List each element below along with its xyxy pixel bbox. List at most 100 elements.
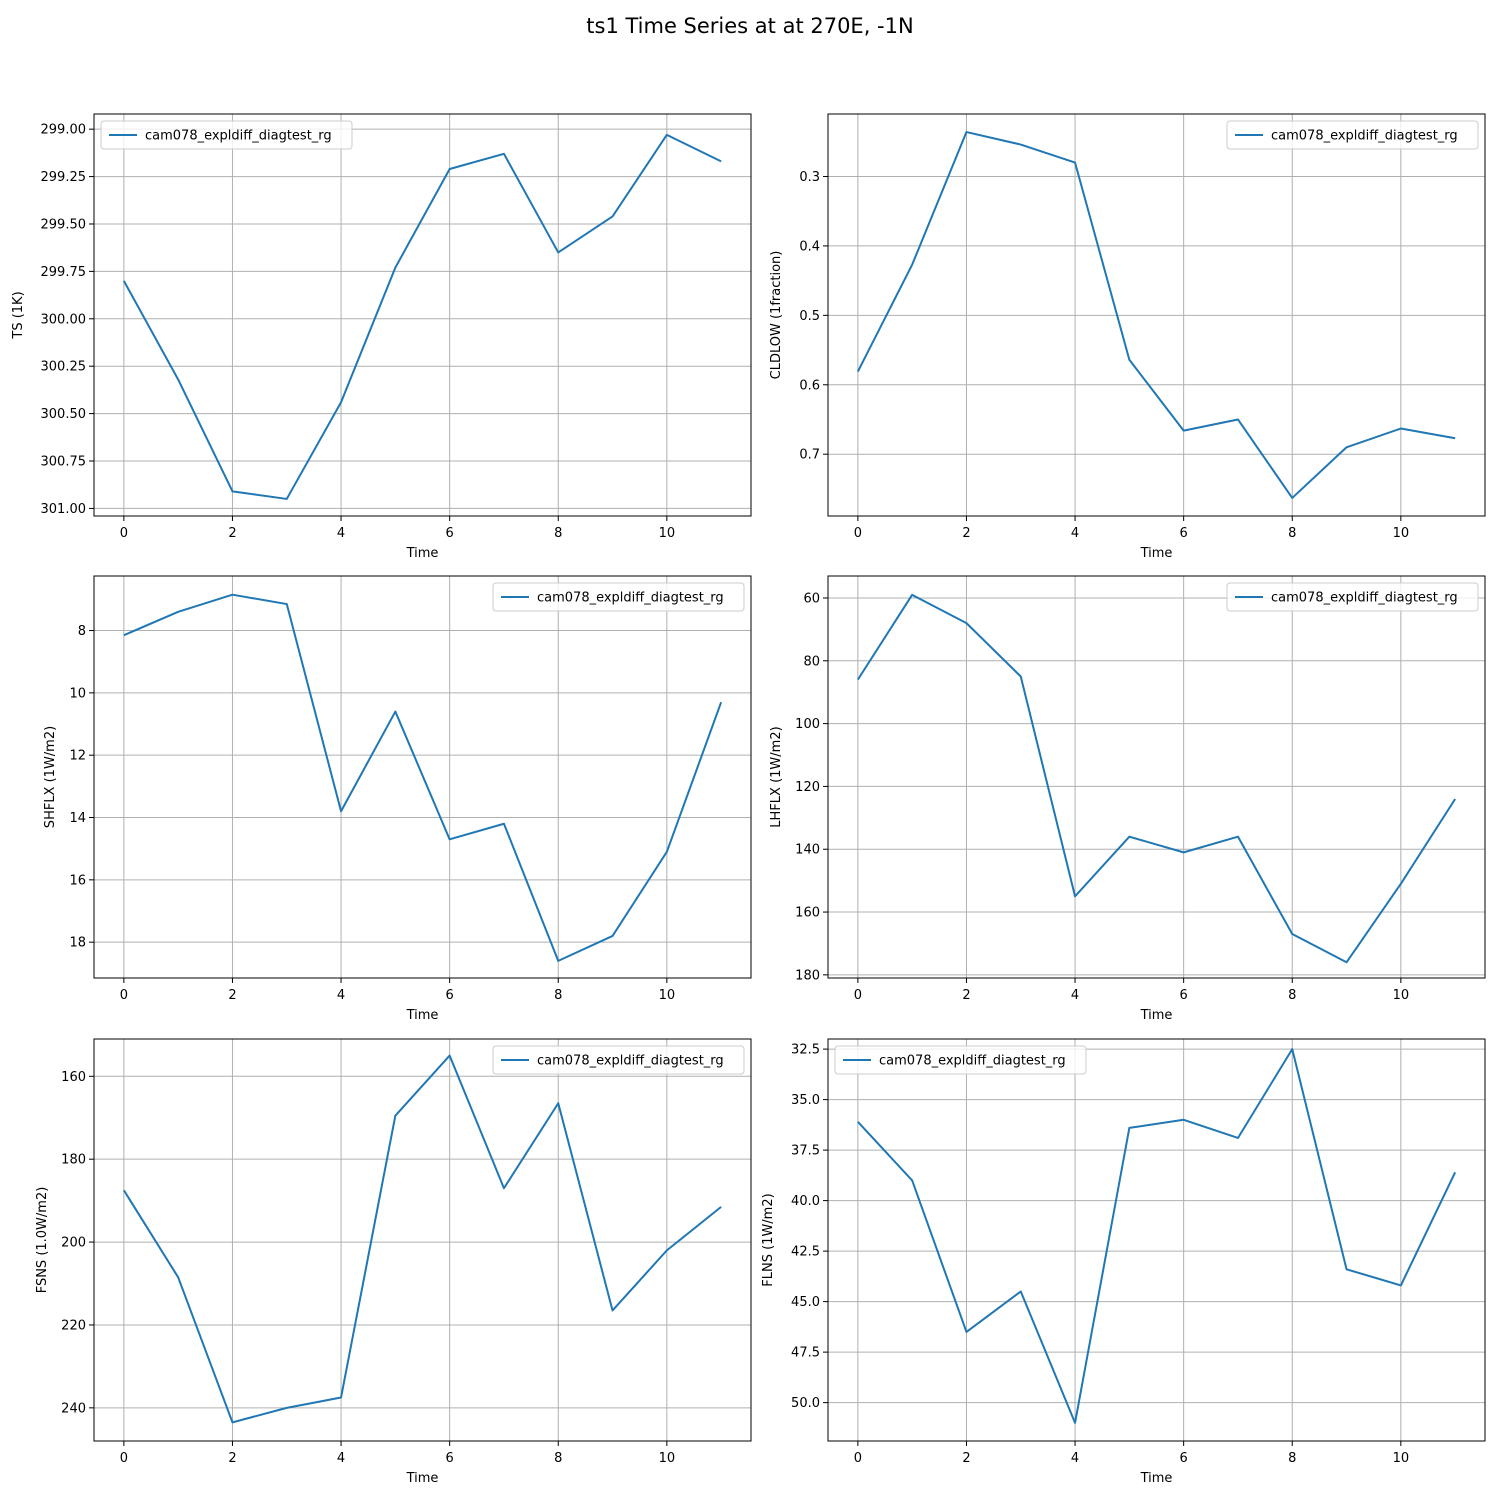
- axes-frame: [827, 575, 1486, 979]
- axes-frame: [93, 113, 752, 517]
- y-tick-label: 300.75: [41, 455, 87, 470]
- x-axis-label: Time: [406, 1008, 439, 1023]
- y-tick-label: 160: [61, 1070, 86, 1085]
- legend: cam078_expldiff_diagtest_rg: [492, 582, 745, 612]
- x-tick-label: 2: [228, 988, 236, 1003]
- x-tick-label: 10: [659, 1451, 676, 1466]
- x-tick-label: 0: [854, 526, 862, 541]
- y-tick-label: 180: [61, 1153, 86, 1168]
- y-tick-label: 0.3: [799, 170, 820, 185]
- legend-box: [492, 1045, 745, 1075]
- x-tick-label: 4: [337, 1451, 345, 1466]
- plot-area: [828, 576, 1485, 978]
- x-tick-label: 10: [659, 988, 676, 1003]
- subplot-3: 0 2 4 6 8 10 8 10 12 14 16 18 Time SHFLX (1W/m2) cam07…: [43, 575, 752, 1023]
- y-tick-label: 0.7: [799, 448, 820, 463]
- y-tick-label: 18: [69, 936, 86, 951]
- x-tick-label: 2: [962, 988, 970, 1003]
- x-tick-label: 2: [228, 526, 236, 541]
- subplot-5: 0 2 4 6 8 10 160 180 200 220 240 Time FSNS (1.0W/m2)…: [35, 1038, 752, 1486]
- x-tick-label: 2: [228, 1451, 236, 1466]
- plot-area: [828, 1039, 1485, 1441]
- legend: cam078_expldiff_diagtest_rg: [100, 120, 353, 150]
- legend: cam078_expldiff_diagtest_rg: [834, 1045, 1087, 1075]
- legend-box: [1226, 582, 1479, 612]
- series-line: [123, 593, 723, 962]
- y-axis-label: LHFLX (1W/m2): [769, 726, 784, 827]
- figure-title: ts1 Time Series at at 270E, -1N: [586, 14, 914, 38]
- legend-box: [1226, 120, 1479, 150]
- x-tick-label: 8: [554, 988, 562, 1003]
- legend: cam078_expldiff_diagtest_rg: [492, 1045, 745, 1075]
- legend-box: [100, 120, 353, 150]
- x-tick-label: 6: [446, 1451, 454, 1466]
- x-axis-label: Time: [1140, 546, 1173, 561]
- y-tick-label: 300.25: [41, 360, 87, 375]
- x-tick-label: 10: [659, 526, 676, 541]
- series-line: [857, 1048, 1457, 1424]
- legend-label: cam078_expldiff_diagtest_rg: [537, 1054, 724, 1069]
- x-tick-label: 10: [1393, 526, 1410, 541]
- x-tick-label: 8: [1288, 526, 1296, 541]
- legend: cam078_expldiff_diagtest_rg: [1226, 120, 1479, 150]
- x-tick-label: 4: [1071, 988, 1079, 1003]
- legend-label: cam078_expldiff_diagtest_rg: [879, 1054, 1066, 1069]
- y-tick-label: 180: [795, 968, 820, 983]
- y-tick-label: 0.4: [799, 239, 820, 254]
- y-tick-label: 16: [69, 873, 86, 888]
- axes-frame: [93, 575, 752, 979]
- x-tick-label: 6: [1180, 988, 1188, 1003]
- x-tick-label: 4: [1071, 1451, 1079, 1466]
- y-tick-label: 120: [795, 780, 820, 795]
- series-line: [857, 593, 1456, 964]
- x-tick-label: 0: [120, 526, 128, 541]
- x-tick-label: 8: [554, 526, 562, 541]
- y-axis-label: FSNS (1.0W/m2): [35, 1187, 50, 1294]
- y-tick-label: 80: [803, 654, 820, 669]
- x-tick-label: 10: [1393, 988, 1410, 1003]
- y-tick-label: 160: [795, 906, 820, 921]
- y-tick-label: 299.00: [41, 123, 87, 138]
- subplot-1: 0 2 4 6 8 10 299.00 299.25 299.50 299.75 300.00 300…: [11, 113, 752, 561]
- x-tick-label: 6: [1180, 1451, 1188, 1466]
- x-tick-label: 6: [446, 526, 454, 541]
- legend-box: [834, 1045, 1087, 1075]
- y-tick-label: 299.75: [41, 265, 87, 280]
- legend-label: cam078_expldiff_diagtest_rg: [145, 129, 332, 144]
- y-tick-label: 200: [61, 1236, 86, 1251]
- y-tick-label: 32.5: [791, 1043, 820, 1058]
- y-tick-label: 240: [61, 1401, 86, 1416]
- y-tick-label: 60: [803, 591, 820, 606]
- legend-label: cam078_expldiff_diagtest_rg: [537, 591, 724, 606]
- y-tick-label: 47.5: [791, 1346, 820, 1361]
- y-axis-label: TS (1K): [11, 291, 26, 339]
- y-tick-label: 8: [78, 624, 86, 639]
- x-tick-label: 4: [1071, 526, 1079, 541]
- x-tick-label: 0: [120, 988, 128, 1003]
- y-axis-label: CLDLOW (1fraction): [769, 251, 784, 380]
- series-line: [123, 1054, 722, 1424]
- plot-area: [94, 114, 751, 516]
- legend-label: cam078_expldiff_diagtest_rg: [1271, 129, 1458, 144]
- y-tick-label: 220: [61, 1318, 86, 1333]
- series-line: [122, 133, 722, 500]
- y-axis-label: SHFLX (1W/m2): [43, 726, 58, 828]
- legend-label: cam078_expldiff_diagtest_rg: [1271, 591, 1458, 606]
- y-tick-label: 37.5: [791, 1144, 820, 1159]
- x-axis-label: Time: [406, 546, 439, 561]
- y-tick-label: 140: [795, 843, 820, 858]
- y-tick-label: 301.00: [41, 502, 87, 517]
- subplot-6: 0 2 4 6 8 10 32.5 35.0 37.5 40.0 42.5 45.0 47.5 50.0 T…: [761, 1038, 1486, 1486]
- x-tick-label: 8: [1288, 988, 1296, 1003]
- x-tick-label: 4: [337, 988, 345, 1003]
- y-tick-label: 50.0: [791, 1396, 820, 1411]
- y-axis-label: FLNS (1W/m2): [761, 1193, 776, 1286]
- axes-frame: [827, 1038, 1486, 1442]
- series-line: [856, 131, 1456, 499]
- x-axis-label: Time: [406, 1471, 439, 1486]
- axes-frame: [93, 1038, 752, 1442]
- y-tick-label: 45.0: [791, 1295, 820, 1310]
- x-tick-label: 6: [1180, 526, 1188, 541]
- subplot-4: 0 2 4 6 8 10 60 80 100 120 140 160 180 Time LHFLX (1W/…: [769, 575, 1486, 1023]
